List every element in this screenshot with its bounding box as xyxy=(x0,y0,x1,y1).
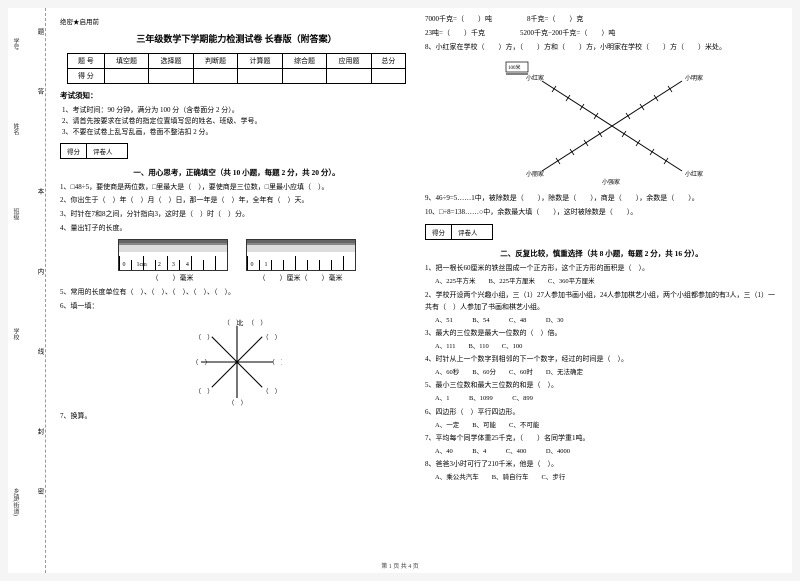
seal-hint: 封 xyxy=(34,428,44,435)
s2-q7-opts: A、40 B、4 C、400 D、4000 xyxy=(435,447,778,457)
ruler-1-caption: （ ）毫米 xyxy=(118,273,228,283)
s2-q2: 2、学校开设两个兴趣小组，三（1）27人参加书画小组，24人参加棋艺小组，两个小… xyxy=(425,290,778,314)
section-score-box: 得分 评卷人 xyxy=(60,143,128,159)
question-7: 7、换算。 xyxy=(60,411,413,423)
th: 填空题 xyxy=(104,54,149,69)
s2-q3: 3、最大的三位数是最大一位数的（ ）倍。 xyxy=(425,328,778,340)
seal-hint: 答 xyxy=(34,88,44,95)
s2-q5: 5、最小三位数和最大三位数的和是（ ）。 xyxy=(425,380,778,392)
grader-label: 评卷人 xyxy=(87,144,127,158)
section-1-title: 一、用心思考，正确填空（共 10 小题，每题 2 分，共 20 分）。 xyxy=(60,167,413,178)
score-label: 得分 xyxy=(426,225,452,239)
seal-hint: 密 xyxy=(34,488,44,495)
svg-text:（ ）: （ ） xyxy=(194,334,213,341)
svg-text:（ ）: （ ） xyxy=(194,388,213,395)
question-4: 4、量出钉子的长度。 xyxy=(60,223,413,235)
confidential-note: 绝密★启用前 xyxy=(60,16,413,26)
ruler-1: 0 1cm 2 3 4 （ ）毫米 xyxy=(118,239,228,283)
s2-q6: 6、四边形（ ）平行四边形。 xyxy=(425,407,778,419)
th: 综合题 xyxy=(282,54,327,69)
table-row: 得 分 xyxy=(68,69,406,84)
list-item: 1、考试时间：90 分钟，满分为 100 分（含卷面分 2 分）。 xyxy=(62,105,413,116)
margin-label-town: 乡镇(街道) xyxy=(11,488,20,516)
question-5: 5、常用的长度单位有（ ）、（ ）、（ ）、（ ）、（ ）。 xyxy=(60,287,413,299)
question-2: 2、你出生于（ ）年（ ）月（ ）日，那一年是（ ）年，全年有（ ）天。 xyxy=(60,195,413,207)
margin-label-id: 学号 xyxy=(11,38,20,50)
seal-hint: 内 xyxy=(34,268,44,275)
direction-diagram: 100米 小明家 小红家 小红家 小丽家 小强家 xyxy=(425,56,778,191)
margin-label-name: 姓名 xyxy=(11,123,20,135)
s2-q2-opts: A、51 B、54 C、48 D、30 xyxy=(435,316,778,326)
th: 计算题 xyxy=(238,54,283,69)
ruler-2-caption: （ ）厘米（ ）毫米 xyxy=(246,273,356,283)
list-item: 2、请首先按要求在试卷的指定位置填写您的姓名、班级、学号。 xyxy=(62,116,413,127)
list-item: 3、不要在试卷上乱写乱画，卷面不整洁扣 2 分。 xyxy=(62,127,413,138)
th: 判断题 xyxy=(193,54,238,69)
svg-text:100米: 100米 xyxy=(508,64,521,71)
s2-q1-opts: A、225平方米 B、225平方厘米 C、360平方厘米 xyxy=(435,277,778,287)
svg-text:（ ）: （ ） xyxy=(268,360,282,367)
question-10: 10、□÷8=138……○中，余数最大填（ ），这时被除数是（ ）。 xyxy=(425,207,778,219)
question-3: 3、时针在7和8之间，分针指向3，这时是（ ）时（ ）分。 xyxy=(60,209,413,221)
s2-q8: 8、爸爸3小时可行了210千米，他是（ ）。 xyxy=(425,459,778,471)
rulers-figure: 0 1cm 2 3 4 （ ）毫米 0 1 xyxy=(60,239,413,283)
question-8: 8、小红家在学校（ ）方，（ ）方和（ ）方，小明家在学校（ ）方（ ）米处。 xyxy=(425,42,778,54)
content-columns: 绝密★启用前 三年级数学下学期能力检测试卷 长春版（附答案） 题 号 填空题 选… xyxy=(46,8,792,573)
exam-title: 三年级数学下学期能力检测试卷 长春版（附答案） xyxy=(60,32,413,45)
svg-text:（ ）: （ ） xyxy=(192,360,211,367)
left-column: 绝密★启用前 三年级数学下学期能力检测试卷 长春版（附答案） 题 号 填空题 选… xyxy=(54,12,419,569)
section-2-title: 二、反复比较，慎重选择（共 8 小题，每题 2 分，共 16 分）。 xyxy=(425,248,778,259)
grader-label: 评卷人 xyxy=(452,225,492,239)
compass-icon: （ ） 北 （ ） （ ）（ ） （ ）（ ） （ ）（ ） （ ） xyxy=(192,317,282,407)
th: 题 号 xyxy=(68,54,105,69)
section-score-box-2: 得分 评卷人 xyxy=(425,224,493,240)
conversion-line-2: 23吨=（ ）千克 5200千克−200千克=（ ）吨 xyxy=(425,28,778,40)
star-map-icon: 100米 小明家 小红家 小红家 小丽家 小强家 xyxy=(492,56,712,191)
score-label: 得分 xyxy=(61,144,87,158)
seal-hint: 线 xyxy=(34,348,44,355)
svg-text:北: 北 xyxy=(237,319,244,327)
notice-heading: 考试须知： xyxy=(60,90,413,101)
svg-text:小明家: 小明家 xyxy=(685,74,703,82)
s2-q6-opts: A、一定 B、可能 C、不可能 xyxy=(435,421,778,431)
table-row: 题 号 填空题 选择题 判断题 计算题 综合题 应用题 总分 xyxy=(68,54,406,69)
th: 应用题 xyxy=(327,54,372,69)
svg-text:（ ）: （ ） xyxy=(262,388,281,395)
question-9: 9、46÷9=5……1中，被除数是（ ），除数是（ ），商是（ ），余数是（ ）… xyxy=(425,193,778,205)
margin-label-class: 班级 xyxy=(11,208,20,220)
s2-q3-opts: A、111 B、110 C、100 xyxy=(435,342,778,352)
seal-hint: 本 xyxy=(34,188,44,195)
s2-q4: 4、时针从上一个数字到相邻的下一个数字，经过的时间是（ ）。 xyxy=(425,354,778,366)
binding-margin: 学号 姓名 班级 学校 乡镇(街道) 题 答 本 内 线 封 密 xyxy=(8,8,46,573)
s2-q5-opts: A、1 B、1099 C、899 xyxy=(435,394,778,404)
conversion-line-1: 7000千克=（ ）吨 8千克=（ ）克 xyxy=(425,14,778,26)
margin-label-school: 学校 xyxy=(11,328,20,340)
svg-text:小丽家: 小丽家 xyxy=(526,170,544,178)
svg-text:（ ）: （ ） xyxy=(262,334,281,341)
page-footer: 第 1 页 共 4 页 xyxy=(8,561,792,570)
s2-q4-opts: A、60秒 B、60分 C、60时 D、无法确定 xyxy=(435,368,778,378)
svg-text:（ ）: （ ） xyxy=(247,320,266,327)
row-label: 得 分 xyxy=(68,69,105,84)
score-table: 题 号 填空题 选择题 判断题 计算题 综合题 应用题 总分 得 分 xyxy=(67,53,406,84)
compass-figure: （ ） 北 （ ） （ ）（ ） （ ）（ ） （ ）（ ） （ ） xyxy=(60,317,413,407)
svg-text:小强家: 小强家 xyxy=(602,178,620,186)
th: 总分 xyxy=(371,54,405,69)
right-column: 7000千克=（ ）吨 8千克=（ ）克 23吨=（ ）千克 5200千克−20… xyxy=(419,12,784,569)
s2-q1: 1、把一根长60厘米的铁丝围成一个正方形，这个正方形的面积是（ ）。 xyxy=(425,263,778,275)
seal-hint: 题 xyxy=(34,28,44,35)
s2-q7: 7、平均每个同学体重25千克，（ ）名同学重1吨。 xyxy=(425,433,778,445)
ruler-2: 0 1 （ ）厘米（ ）毫米 xyxy=(246,239,356,283)
question-6: 6、填一填： xyxy=(60,301,413,313)
svg-text:小红家: 小红家 xyxy=(685,170,703,178)
question-1: 1、□48÷5，要使商是两位数，□里最大是（ ），要使商是三位数，□里最小应填（… xyxy=(60,182,413,194)
svg-text:（ ）: （ ） xyxy=(228,400,247,407)
exam-page: 学号 姓名 班级 学校 乡镇(街道) 题 答 本 内 线 封 密 绝密★启用前 … xyxy=(8,8,792,573)
notice-list: 1、考试时间：90 分钟，满分为 100 分（含卷面分 2 分）。 2、请首先按… xyxy=(60,105,413,139)
svg-text:小红家: 小红家 xyxy=(526,74,544,82)
s2-q8-opts: A、乘公共汽车 B、骑自行车 C、步行 xyxy=(435,473,778,483)
th: 选择题 xyxy=(149,54,194,69)
